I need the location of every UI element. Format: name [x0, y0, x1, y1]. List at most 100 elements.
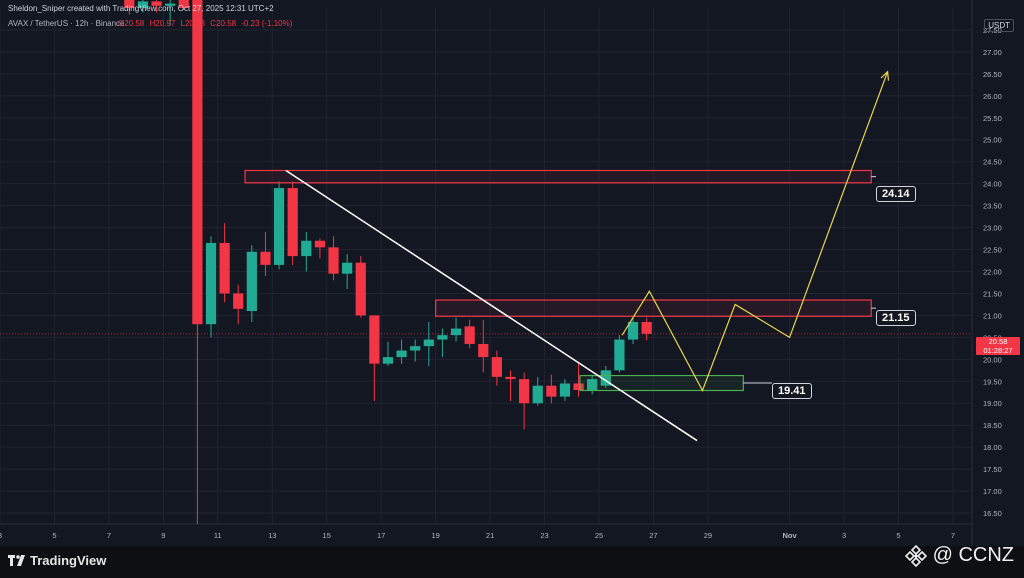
- price-axis-tick-label: 17.50: [983, 465, 1002, 474]
- time-axis-tick-label: 17: [377, 531, 385, 540]
- zone-box-middle: [435, 299, 872, 317]
- price-axis-tick-label: 23.50: [983, 202, 1002, 211]
- candle-body-bullish: [382, 357, 394, 364]
- candle-body-bullish: [273, 188, 285, 265]
- candle-body-bullish: [600, 370, 611, 386]
- candle-body-bearish: [151, 1, 162, 6]
- price-axis-tick-label: 21.00: [983, 311, 1002, 320]
- projection-arrowhead: [880, 70, 890, 81]
- price-axis-tick-label: 19.00: [983, 399, 1002, 408]
- candle-body-bearish: [233, 293, 244, 309]
- time-axis-tick-label: 21: [486, 531, 494, 540]
- price-axis-tick-label: 20.00: [983, 355, 1002, 364]
- tradingview-brand-text: TradingView: [30, 553, 107, 568]
- time-axis-tick-label: 25: [595, 531, 603, 540]
- candle-body-bearish: [314, 240, 326, 248]
- candle-body-bearish: [192, 0, 203, 325]
- candle-body-bearish: [519, 379, 530, 404]
- time-axis-tick-label: 15: [323, 531, 331, 540]
- time-axis-tick-label: 27: [649, 531, 657, 540]
- time-axis-tick-label: 23: [540, 531, 548, 540]
- time-axis-tick-label: 3: [842, 531, 846, 540]
- time-axis-tick-label: 7: [951, 531, 955, 540]
- time-axis-tick-label: 9: [161, 531, 165, 540]
- candle-body-bullish: [614, 339, 625, 371]
- tradingview-logo[interactable]: TradingView: [8, 553, 106, 568]
- time-axis-tick-label: 3: [0, 531, 2, 540]
- candle-body-bearish: [178, 0, 189, 9]
- price-axis-tick-label: 24.00: [983, 180, 1002, 189]
- price-axis-tick-label: 26.00: [983, 92, 1002, 101]
- footer-bar: [0, 546, 1024, 578]
- price-axis-tick-label: 21.50: [983, 289, 1002, 298]
- price-axis-tick-label: 25.50: [983, 114, 1002, 123]
- candle-body-bearish: [287, 188, 298, 257]
- candle-body-bullish: [246, 251, 257, 312]
- price-axis-tick-label: 24.50: [983, 158, 1002, 167]
- tradingview-mark-icon: [8, 554, 25, 566]
- candle-body-bullish: [423, 339, 434, 347]
- candles-group: [124, 0, 652, 524]
- candle-body-bullish: [437, 335, 448, 340]
- candle-body-bullish: [342, 262, 353, 274]
- candle-body-bearish: [124, 0, 135, 9]
- author-watermark: @ CCNZ: [904, 544, 1014, 567]
- current-price-label: 20.58 01:28:27: [976, 337, 1020, 355]
- candle-body-bullish: [137, 1, 149, 8]
- current-price-value: 20.58: [988, 337, 1008, 346]
- candle-body-bullish: [450, 328, 462, 336]
- candle-body-bearish: [219, 242, 230, 294]
- price-axis-tick-label: 27.00: [983, 48, 1002, 57]
- level-badge-upper: 24.14: [876, 186, 916, 202]
- time-axis-tick-label: 5: [896, 531, 900, 540]
- candle-body-bullish: [410, 346, 421, 351]
- price-projection-path: [621, 71, 889, 392]
- ohlc-open: O20.58: [118, 19, 145, 28]
- binance-diamond-icon: [904, 544, 927, 567]
- candle-body-bullish: [396, 350, 407, 358]
- currency-button[interactable]: USDT: [984, 19, 1014, 32]
- level-badge-middle: 21.15: [876, 310, 916, 326]
- candle-body-bearish: [478, 343, 489, 358]
- candle-body-bearish: [260, 251, 271, 265]
- time-axis-tick-label: 5: [52, 531, 56, 540]
- price-axis-tick-label: 22.50: [983, 246, 1002, 255]
- candle-body-bearish: [641, 321, 652, 334]
- price-axis-tick-label: 16.50: [983, 509, 1002, 518]
- time-axis-tick-label: 19: [431, 531, 439, 540]
- price-axis-tick-label: 19.50: [983, 377, 1002, 386]
- time-axis-tick-label: 7: [107, 531, 111, 540]
- time-axis-tick-label: Nov: [782, 531, 797, 540]
- candle-body-bearish: [355, 262, 366, 316]
- zone-box-upper: [244, 169, 872, 184]
- candle-body-bearish: [491, 357, 502, 377]
- candle-body-bullish: [301, 240, 312, 257]
- candle-body-bullish: [205, 242, 217, 325]
- price-axis-tick-label: 26.50: [983, 70, 1002, 79]
- candle-body-bearish: [369, 315, 380, 364]
- author-credit: Sheldon_Sniper created with TradingView.…: [8, 4, 274, 13]
- candle-body-bullish: [559, 383, 571, 397]
- price-axis-tick-label: 18.00: [983, 443, 1002, 452]
- candle-body-bearish: [505, 376, 516, 380]
- ohlc-low: L20.43: [180, 19, 205, 28]
- price-axis-tick-label: 23.00: [983, 224, 1002, 233]
- candle-body-bullish: [627, 321, 639, 340]
- price-axis-tick-label: 25.00: [983, 136, 1002, 145]
- ohlc-close: C20.58: [210, 19, 237, 28]
- time-axis-tick-label: 13: [268, 531, 276, 540]
- level-badge-lower: 19.41: [772, 383, 812, 399]
- price-axis-tick-label: 27.50: [983, 26, 1002, 35]
- price-axis-tick-label: 22.00: [983, 267, 1002, 276]
- candle-body-bullish: [587, 379, 598, 391]
- candle-body-bullish: [532, 385, 543, 404]
- price-axis-tick-label: 18.50: [983, 421, 1002, 430]
- candle-body-bearish: [328, 247, 339, 274]
- bar-countdown: 01:28:27: [983, 346, 1013, 355]
- symbol-title[interactable]: AVAX / TetherUS · 12h · Binance: [8, 19, 125, 28]
- ohlc-change: -0.23 (-1.10%): [241, 19, 293, 28]
- price-axis-tick-label: 17.00: [983, 487, 1002, 496]
- zone-box-lower: [579, 374, 744, 392]
